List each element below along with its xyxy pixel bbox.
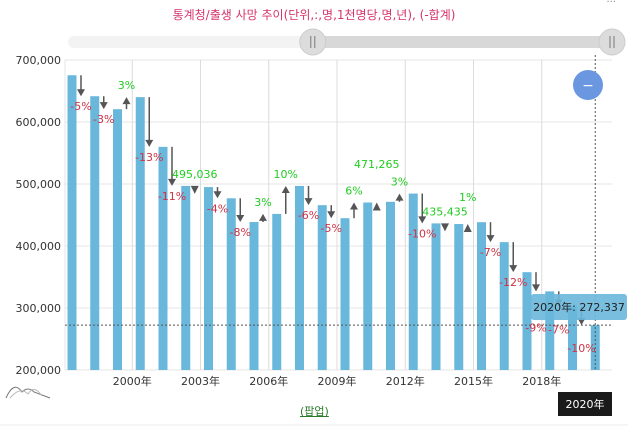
change-label: -13%	[135, 151, 163, 164]
arrow-down-icon	[99, 102, 108, 110]
change-label: -4%	[207, 202, 228, 215]
arrow-down-icon	[168, 178, 176, 186]
change-label: 3%	[391, 176, 408, 189]
mini-chart-icon[interactable]	[5, 386, 51, 399]
bar-2015[interactable]	[477, 222, 486, 370]
arrow-up-icon	[281, 185, 290, 193]
bar-1997[interactable]	[67, 75, 77, 370]
tooltip-box	[531, 294, 627, 320]
grip-icon	[310, 36, 316, 48]
bar-2012[interactable]	[408, 193, 418, 370]
bar-2017[interactable]	[522, 272, 532, 370]
arrow-down-icon	[190, 185, 199, 194]
popup-link[interactable]: (팝업)	[300, 405, 329, 418]
change-label: -7%	[480, 246, 501, 259]
change-label: -8%	[230, 226, 251, 239]
y-tick-label: 700,000	[16, 54, 62, 67]
y-tick-label: 400,000	[16, 240, 62, 253]
bar-2016[interactable]	[499, 242, 509, 370]
change-label: -9%	[525, 321, 546, 334]
arrow-up-icon	[350, 202, 358, 210]
arrow-down-icon	[77, 89, 85, 97]
bar-2014[interactable]	[454, 224, 464, 370]
mini-chart-icon-shadow	[9, 389, 43, 399]
zoom-out-button[interactable]	[573, 70, 603, 100]
more-menu-icon[interactable]: ...	[606, 0, 616, 5]
arrow-up-icon	[463, 224, 472, 233]
bar-2008[interactable]	[317, 205, 327, 370]
arrow-down-icon	[145, 139, 154, 147]
minus-icon: −	[582, 78, 594, 94]
bar-2001[interactable]	[158, 146, 168, 370]
arrow-down-icon	[304, 198, 313, 206]
bar-2002[interactable]	[181, 185, 191, 370]
bar-2010[interactable]	[363, 202, 373, 370]
y-tick-label: 600,000	[16, 116, 62, 129]
change-label: 3%	[254, 196, 271, 209]
arrow-up-icon	[372, 202, 381, 211]
change-label: 10%	[274, 168, 298, 181]
tooltip-text: 2020年: 272,337	[533, 300, 625, 314]
arrow-up-icon	[259, 213, 267, 221]
change-label: 471,265	[354, 158, 400, 171]
x-crosshair-label: 2020年	[566, 397, 605, 411]
change-label: -10%	[408, 227, 436, 240]
bar-2009[interactable]	[340, 218, 350, 370]
bar-2005[interactable]	[249, 222, 259, 370]
arrow-down-icon	[213, 191, 222, 199]
bar-2011[interactable]	[386, 201, 395, 370]
x-tick-label: 2009年	[318, 374, 357, 388]
arrow-down-icon	[327, 211, 336, 219]
arrow-down-icon	[509, 265, 518, 273]
range-slider-selection[interactable]	[312, 36, 612, 48]
bar-2003[interactable]	[204, 187, 213, 370]
y-tick-label: 200,000	[16, 364, 62, 377]
bar-2013[interactable]	[431, 223, 441, 370]
bar-2018[interactable]	[545, 291, 555, 370]
arrow-down-icon	[236, 215, 245, 223]
arrow-up-icon	[122, 97, 131, 105]
change-label: -3%	[93, 113, 114, 126]
x-tick-label: 2015年	[454, 374, 493, 388]
bar-2006[interactable]	[272, 213, 282, 370]
bar-2000[interactable]	[135, 97, 145, 370]
x-tick-label: 2012年	[386, 374, 425, 388]
change-label: -6%	[298, 209, 319, 222]
bar-1999[interactable]	[113, 109, 122, 370]
change-label: -10%	[567, 342, 595, 355]
change-label: 3%	[118, 79, 135, 92]
y-tick-label: 300,000	[16, 302, 62, 315]
change-label: -7%	[548, 323, 569, 336]
range-slider-end-handle[interactable]	[598, 28, 626, 56]
bar-1998[interactable]	[90, 96, 100, 370]
change-label: -5%	[70, 100, 91, 113]
change-label: 495,036	[172, 168, 218, 181]
x-tick-label: 2003年	[181, 374, 220, 388]
range-slider-start-handle[interactable]	[299, 28, 327, 56]
grip-icon	[609, 36, 615, 48]
change-label: 435,435	[422, 205, 468, 218]
arrow-down-icon	[418, 216, 427, 224]
bar-2019[interactable]	[568, 306, 577, 370]
change-label: -12%	[499, 276, 527, 289]
change-label: 1%	[459, 191, 476, 204]
y-tick-label: 500,000	[16, 178, 62, 191]
bar-2004[interactable]	[226, 198, 236, 370]
arrow-down-icon	[486, 235, 495, 243]
chart-title: 통계청/출생 사망 추이(단위,:,명,1천명당,명,년), (-합계)	[172, 8, 456, 22]
arrow-up-icon	[395, 193, 404, 201]
bar-2007[interactable]	[295, 185, 304, 370]
x-crosshair-label-box	[558, 392, 612, 416]
x-tick-label: 2000年	[113, 374, 152, 388]
change-label: -5%	[321, 222, 342, 235]
change-label: -11%	[158, 190, 186, 203]
arrow-down-icon	[532, 284, 540, 292]
x-tick-label: 2006年	[249, 374, 288, 388]
change-label: 6%	[345, 184, 362, 197]
x-tick-label: 2018年	[522, 374, 561, 388]
arrow-down-icon	[441, 223, 449, 232]
